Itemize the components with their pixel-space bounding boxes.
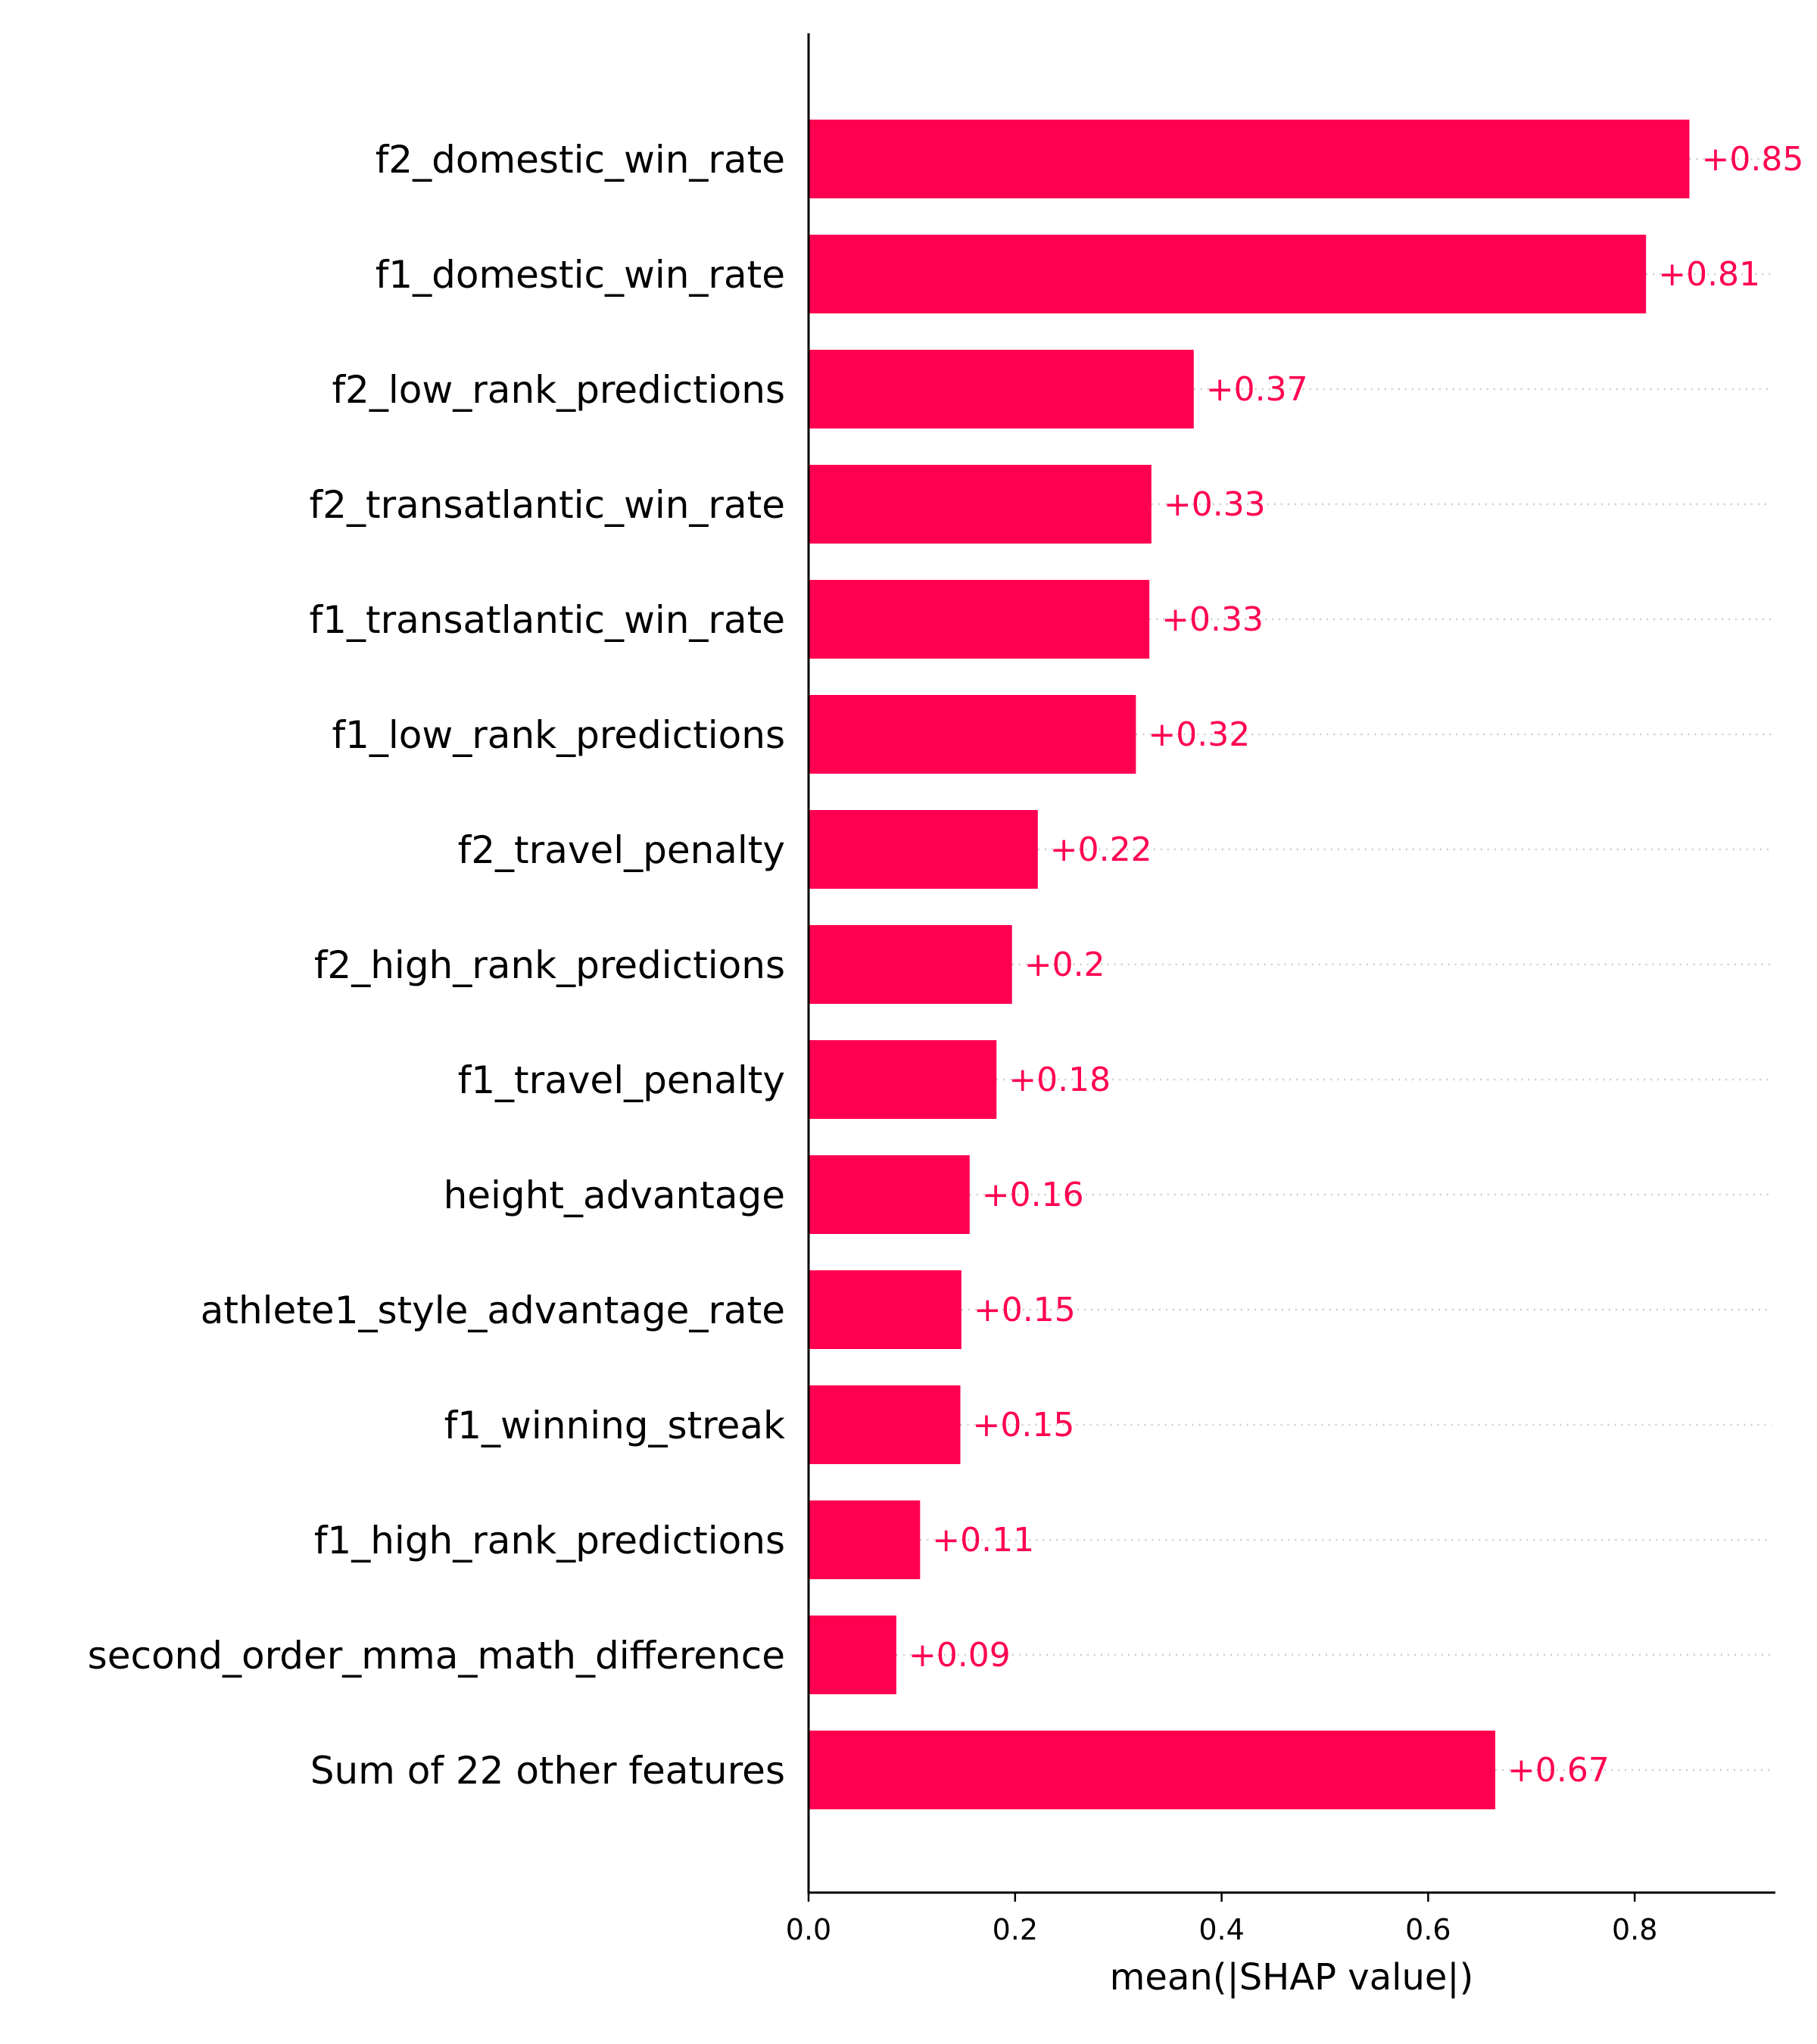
value-label: +0.16 xyxy=(982,1176,1084,1214)
bar-sum-of-22-other-features xyxy=(809,1731,1496,1809)
category-label: f1_winning_streak xyxy=(444,1404,785,1447)
bar-height-advantage xyxy=(809,1155,970,1234)
bar-f2-low-rank-predictions xyxy=(809,350,1194,428)
bar-f1-winning-streak xyxy=(809,1385,961,1464)
bars xyxy=(809,120,1690,1809)
value-label: +0.15 xyxy=(973,1406,1075,1444)
value-label: +0.85 xyxy=(1701,140,1803,179)
category-label: f1_high_rank_predictions xyxy=(314,1519,785,1563)
bar-f1-domestic-win-rate xyxy=(809,235,1647,313)
value-label: +0.81 xyxy=(1658,255,1760,294)
bar-f1-high-rank-predictions xyxy=(809,1500,921,1579)
bar-athlete1-style-advantage-rate xyxy=(809,1270,961,1349)
bar-f2-domestic-win-rate xyxy=(809,120,1690,198)
value-label: +0.67 xyxy=(1507,1751,1610,1790)
category-label: Sum of 22 other features xyxy=(310,1749,785,1793)
value-label: +0.15 xyxy=(974,1291,1076,1329)
category-label: f1_low_rank_predictions xyxy=(332,713,785,757)
value-label: +0.32 xyxy=(1148,715,1250,754)
bar-f1-transatlantic-win-rate xyxy=(809,580,1150,659)
category-label: f1_transatlantic_win_rate xyxy=(310,598,785,642)
value-label: +0.33 xyxy=(1161,600,1264,639)
value-label: +0.18 xyxy=(1008,1061,1111,1099)
bar-f2-transatlantic-win-rate xyxy=(809,465,1152,544)
category-label: athlete1_style_advantage_rate xyxy=(201,1288,785,1332)
x-tick-label: 0.6 xyxy=(1405,1913,1451,1946)
category-labels: f2_domestic_win_rate f1_domestic_win_rate… xyxy=(88,138,785,1793)
row-guides xyxy=(896,157,1772,1771)
bar-f2-high-rank-predictions xyxy=(809,925,1012,1004)
category-label: f2_low_rank_predictions xyxy=(332,368,785,412)
bar-f2-travel-penalty xyxy=(809,810,1038,889)
value-label: +0.22 xyxy=(1050,830,1152,869)
x-tick-label: 0.2 xyxy=(993,1913,1038,1946)
x-axis-title: mean(|SHAP value|) xyxy=(1110,1956,1474,1999)
value-label: +0.37 xyxy=(1206,370,1308,409)
value-label: +0.33 xyxy=(1164,485,1266,524)
value-label: +0.09 xyxy=(908,1636,1011,1675)
category-label: second_order_mma_math_difference xyxy=(88,1634,785,1678)
category-label: f2_transatlantic_win_rate xyxy=(310,483,785,527)
x-tick-label: 0.0 xyxy=(786,1913,831,1946)
bar-f1-low-rank-predictions xyxy=(809,695,1136,774)
x-tick-label: 0.8 xyxy=(1612,1913,1657,1946)
category-label: f2_domestic_win_rate xyxy=(376,138,785,182)
bar-second-order-mma-math-difference xyxy=(809,1616,896,1694)
bar-f1-travel-penalty xyxy=(809,1040,997,1119)
x-ticks: 0.0 0.2 0.4 0.6 0.8 xyxy=(786,1893,1657,1946)
category-label: f1_travel_penalty xyxy=(458,1058,785,1102)
category-label: f1_domestic_win_rate xyxy=(376,253,785,297)
category-label: f2_travel_penalty xyxy=(458,828,785,872)
value-label: +0.2 xyxy=(1024,946,1105,984)
value-label: +0.11 xyxy=(932,1521,1034,1559)
value-labels: +0.85 +0.81 +0.37 +0.33 +0.33 +0.32 +0.22 +0.2 +… xyxy=(908,140,1803,1790)
x-tick-label: 0.4 xyxy=(1198,1913,1244,1946)
category-label: height_advantage xyxy=(444,1173,785,1217)
category-label: f2_high_rank_predictions xyxy=(314,943,785,987)
